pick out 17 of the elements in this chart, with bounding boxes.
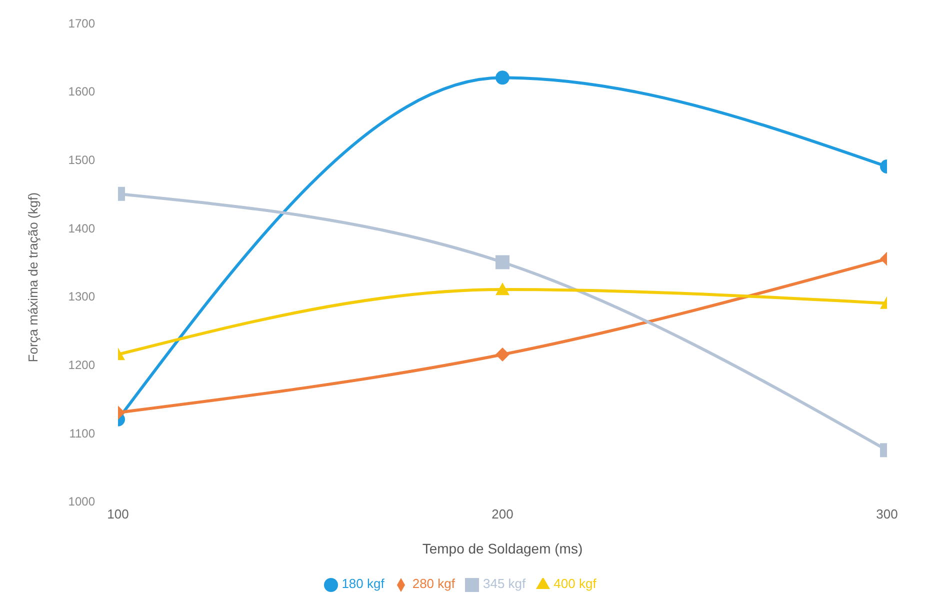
y-tick-label: 1600 — [68, 84, 96, 99]
x-axis-title: Tempo de Soldagem (ms) — [422, 540, 583, 556]
y-tick-label: 1300 — [68, 290, 96, 304]
legend-label: 345 kgf — [483, 576, 526, 592]
y-tick-label: 1200 — [68, 358, 96, 372]
legend-label: 180 kgf — [342, 576, 384, 592]
x-tick-label: 200 — [492, 506, 514, 522]
legend-label: 400 kgf — [554, 576, 596, 592]
y-tick-label: 1400 — [68, 221, 96, 236]
legend-label: 280 kgf — [412, 576, 455, 592]
y-axis-title: Força máxima de tração (kgf) — [26, 192, 41, 362]
y-tick-label: 1700 — [68, 16, 96, 30]
x-tick-label: 100 — [107, 506, 129, 522]
y-tick-label: 1000 — [68, 494, 96, 509]
y-tick-label: 1100 — [69, 426, 96, 440]
x-tick-label: 300 — [876, 506, 898, 522]
y-tick-label: 1500 — [68, 152, 96, 167]
